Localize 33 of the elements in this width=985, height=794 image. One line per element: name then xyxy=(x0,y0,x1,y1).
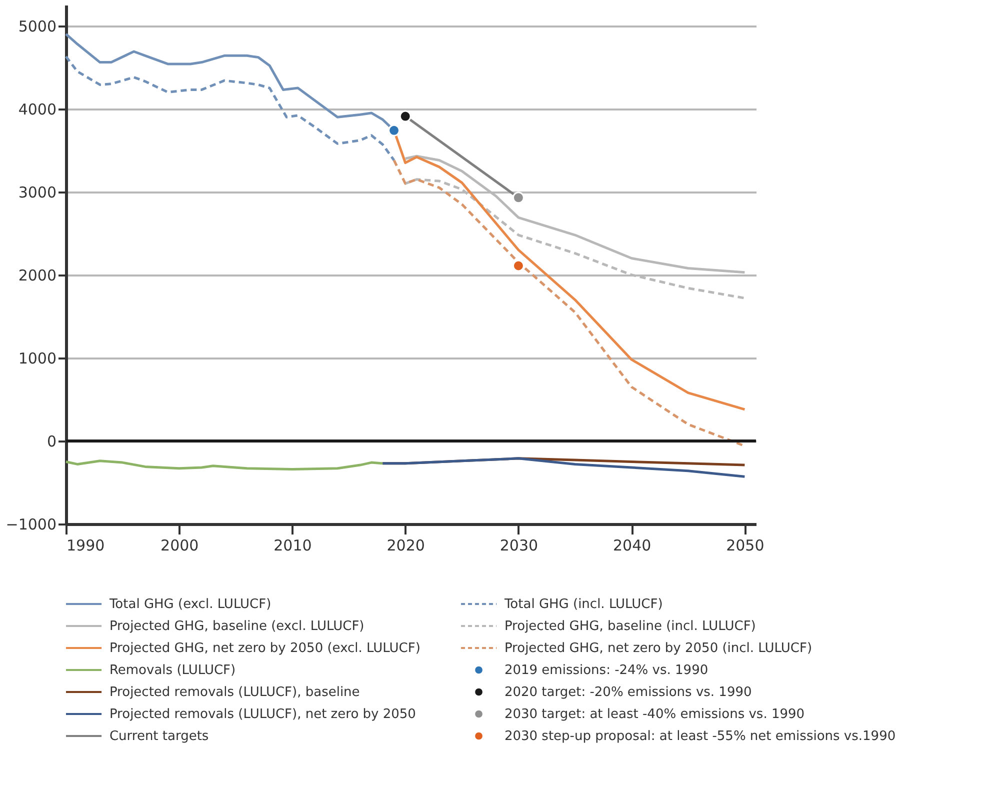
x-tick-label: 2030 xyxy=(500,536,538,554)
legend-label: Projected GHG, net zero by 2050 (excl. LULUCF) xyxy=(109,641,420,656)
x-tick-label: 2000 xyxy=(160,536,199,554)
y-tick-label: 1000 xyxy=(18,349,56,368)
line-series xyxy=(381,457,746,478)
legend-label: 2019 emissions: -24% vs. 1990 xyxy=(504,663,708,678)
y-tick-label: 0 xyxy=(46,432,56,450)
x-tick-label: 2020 xyxy=(386,536,425,554)
line-series xyxy=(64,460,384,470)
point xyxy=(399,110,412,122)
y-tick-label: 3000 xyxy=(18,183,56,202)
legend-label: 2030 step-up proposal: at least -55% net emissions vs.1990 xyxy=(504,729,896,744)
y-tick-label: 4000 xyxy=(18,100,56,118)
legend-label: Projected removals (LULUCF), net zero by 2050 xyxy=(109,707,416,722)
x-tick-label: 1990 xyxy=(66,536,105,554)
legend-label: Total GHG (excl. LULUCF) xyxy=(108,597,272,612)
x-tick-label: 2010 xyxy=(274,536,312,554)
legend-label: Projected removals (LULUCF), baseline xyxy=(109,685,360,700)
x-tick-label: 2040 xyxy=(612,536,652,554)
line-series xyxy=(64,55,396,162)
y-tick-label: 2000 xyxy=(18,266,56,284)
x-tick-label: 2050 xyxy=(726,536,764,554)
legend-label: Projected GHG, baseline (excl. LULUCF) xyxy=(109,619,364,634)
y-tick-label: −1000 xyxy=(6,516,56,534)
legend-label: Current targets xyxy=(109,729,209,744)
legend-label: Projected GHG, net zero by 2050 (incl. LULUCF) xyxy=(504,641,812,656)
legend-label: 2030 target: at least -40% emissions vs. 1990 xyxy=(504,707,805,722)
legend-label: Total GHG (incl. LULUCF) xyxy=(503,597,663,612)
legend-label: Projected GHG, baseline (incl. LULUCF) xyxy=(504,619,756,634)
y-tick-label: 5000 xyxy=(18,17,56,36)
legend-label: 2020 target: -20% emissions vs. 1990 xyxy=(504,685,752,700)
legend-label: Removals (LULUCF) xyxy=(109,663,236,678)
point xyxy=(512,192,524,204)
